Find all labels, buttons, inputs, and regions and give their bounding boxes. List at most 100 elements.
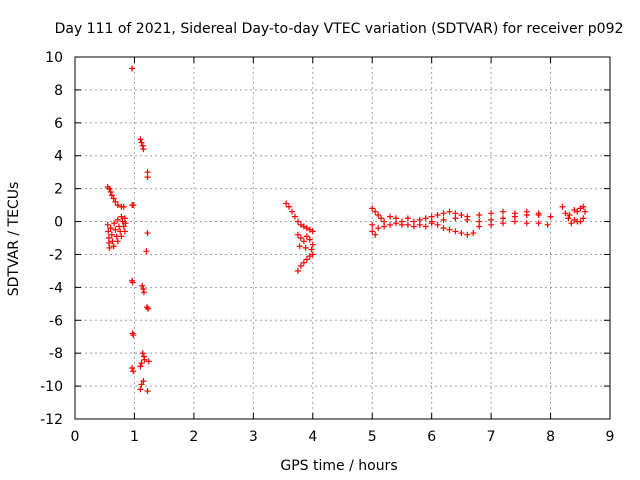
- data-point: [139, 282, 146, 289]
- x-tick-label: 4: [308, 429, 317, 445]
- data-point: [372, 208, 379, 215]
- data-point: [488, 210, 495, 217]
- data-point: [511, 210, 518, 217]
- data-point: [580, 215, 587, 222]
- data-point: [144, 230, 151, 237]
- data-point: [422, 223, 429, 230]
- y-tick-label: -2: [49, 247, 63, 263]
- data-point: [434, 221, 441, 228]
- data-point: [300, 238, 307, 245]
- data-point: [577, 218, 584, 225]
- data-point: [500, 220, 506, 227]
- data-point: [309, 241, 316, 248]
- data-point: [112, 198, 119, 205]
- data-point: [114, 202, 121, 209]
- data-point: [111, 220, 118, 227]
- y-tick-label: -12: [40, 412, 63, 428]
- data-point: [140, 289, 147, 296]
- x-tick-label: 2: [189, 429, 198, 445]
- data-point: [302, 244, 309, 251]
- data-point: [428, 218, 435, 225]
- data-point: [108, 231, 115, 238]
- data-point: [535, 210, 542, 217]
- data-point: [288, 208, 295, 215]
- data-point: [105, 228, 112, 235]
- data-point: [372, 231, 379, 238]
- data-point: [300, 259, 307, 266]
- y-tick-label: -10: [40, 379, 63, 395]
- data-point: [114, 216, 121, 223]
- data-point: [422, 215, 429, 222]
- data-point: [129, 279, 136, 286]
- data-point: [140, 146, 147, 153]
- data-point: [106, 185, 113, 192]
- data-point: [303, 256, 310, 263]
- data-point: [118, 213, 125, 220]
- data-point: [138, 360, 145, 367]
- data-point: [110, 195, 117, 202]
- data-point: [378, 215, 385, 222]
- data-point: [500, 208, 506, 215]
- data-point: [387, 213, 394, 220]
- data-point: [140, 378, 147, 385]
- data-point: [440, 216, 447, 223]
- data-point: [369, 221, 376, 228]
- x-tick-label: 8: [546, 429, 555, 445]
- y-axis-label: SDTVAR / TECUs: [6, 182, 22, 297]
- data-point: [106, 244, 113, 251]
- data-point: [145, 358, 152, 365]
- data-points: [104, 65, 589, 395]
- data-point: [306, 236, 313, 243]
- data-point: [286, 203, 292, 210]
- y-tick-label: -8: [49, 346, 63, 362]
- data-point: [440, 225, 447, 232]
- y-tick-label: 10: [45, 50, 63, 66]
- data-point: [523, 220, 530, 227]
- data-point: [375, 211, 382, 218]
- data-point: [120, 223, 127, 230]
- data-point: [416, 221, 423, 228]
- data-point: [129, 364, 136, 371]
- data-point: [544, 221, 551, 228]
- data-point: [464, 213, 471, 220]
- x-tick-label: 3: [249, 429, 258, 445]
- data-point: [566, 211, 573, 218]
- data-point: [398, 221, 405, 228]
- data-point: [112, 226, 119, 233]
- chart-title: Day 111 of 2021, Sidereal Day-to-day VTE…: [55, 21, 624, 37]
- y-tick-label: -4: [49, 280, 63, 296]
- data-point: [458, 211, 465, 218]
- data-point: [488, 221, 495, 228]
- data-point: [121, 228, 128, 235]
- data-point: [297, 262, 304, 269]
- data-point: [138, 381, 145, 388]
- data-point: [476, 223, 483, 230]
- data-point: [297, 235, 304, 241]
- data-point: [452, 215, 459, 222]
- data-point: [369, 228, 376, 235]
- data-point: [114, 238, 121, 245]
- data-point: [476, 211, 483, 218]
- data-point: [129, 65, 136, 72]
- data-point: [404, 221, 411, 228]
- data-point: [108, 192, 115, 199]
- data-point: [294, 267, 301, 274]
- axes: [74, 56, 611, 420]
- data-point: [109, 238, 116, 245]
- data-point: [107, 225, 114, 232]
- data-point: [440, 210, 447, 217]
- data-point: [434, 211, 441, 218]
- data-point: [565, 215, 572, 222]
- data-point: [139, 350, 146, 357]
- grid-lines: [75, 57, 610, 419]
- data-point: [381, 223, 388, 230]
- y-tick-label: 0: [54, 215, 63, 231]
- data-point: [523, 208, 530, 215]
- data-point: [294, 231, 301, 238]
- data-point: [470, 230, 477, 237]
- x-tick-label: 6: [427, 429, 436, 445]
- data-point: [296, 243, 303, 250]
- data-point: [452, 228, 459, 235]
- data-point: [294, 218, 301, 225]
